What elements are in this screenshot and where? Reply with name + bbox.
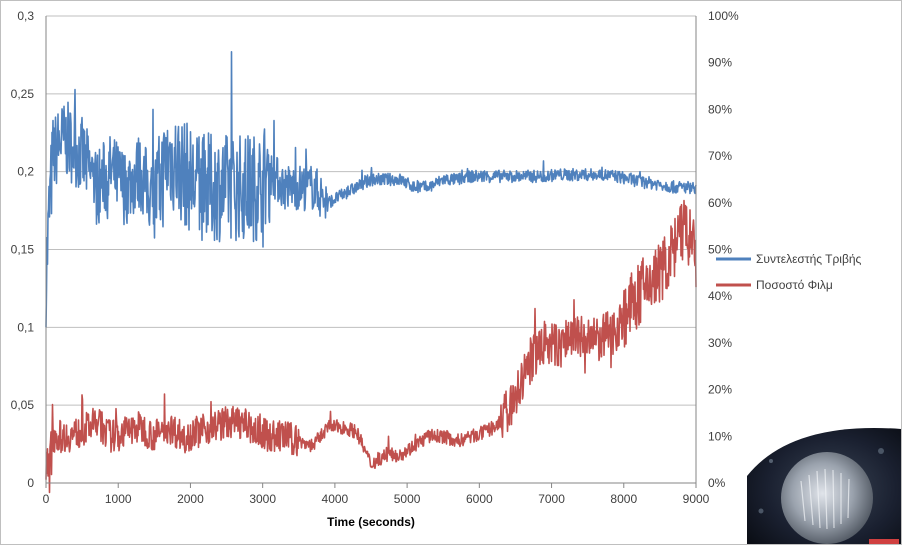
x-tick-label: 7000 — [538, 492, 565, 506]
y-right-tick-label: 40% — [708, 289, 732, 303]
y-right-tick-label: 30% — [708, 336, 732, 350]
y-right-tick-label: 20% — [708, 383, 732, 397]
x-tick-label: 9000 — [683, 492, 710, 506]
y-left-tick-label: 0,25 — [11, 87, 35, 101]
legend-entry: Ποσοστό Φιλμ — [756, 278, 833, 292]
x-axis-label: Time (seconds) — [327, 515, 415, 529]
y-right-tick-label: 100% — [708, 9, 739, 23]
legend: Συντελεστής Τριβής Ποσοστό Φιλμ — [716, 252, 862, 292]
x-tick-label: 6000 — [466, 492, 493, 506]
x-tick-label: 0 — [43, 492, 50, 506]
series-lines — [45, 50, 697, 494]
y-right-tick-label: 70% — [708, 149, 732, 163]
y-left-tick-label: 0,1 — [17, 320, 34, 334]
series-line — [45, 50, 697, 328]
y-right-tick-label: 0% — [708, 476, 726, 490]
y-right-tick-label: 80% — [708, 102, 732, 116]
x-tick-label: 8000 — [610, 492, 637, 506]
y-left-tick-label: 0,15 — [11, 243, 35, 257]
y-right-tick-label: 90% — [708, 56, 732, 70]
y-left-tick-label: 0,2 — [17, 165, 34, 179]
y-left-tick-label: 0,3 — [17, 9, 34, 23]
y-left-tick-label: 0 — [27, 476, 34, 490]
legend-entry: Συντελεστής Τριβής — [756, 252, 862, 266]
microscope-sample-photo-icon — [747, 427, 901, 544]
y-right-tick-label: 50% — [708, 243, 732, 257]
axes — [45, 16, 697, 488]
x-tick-label: 4000 — [322, 492, 349, 506]
y-left-tick-label: 0,05 — [11, 398, 35, 412]
series-line — [45, 199, 697, 494]
y-right-tick-label: 10% — [708, 429, 732, 443]
x-tick-label: 1000 — [105, 492, 132, 506]
x-tick-label: 2000 — [177, 492, 204, 506]
y-right-tick-label: 60% — [708, 196, 732, 210]
x-tick-label: 5000 — [394, 492, 421, 506]
x-tick-label: 3000 — [249, 492, 276, 506]
tick-labels: 0 0,05 0,1 0,15 0,2 0,25 0,3 0% 10% 20% 30% 40% 50% 6… — [11, 9, 739, 506]
